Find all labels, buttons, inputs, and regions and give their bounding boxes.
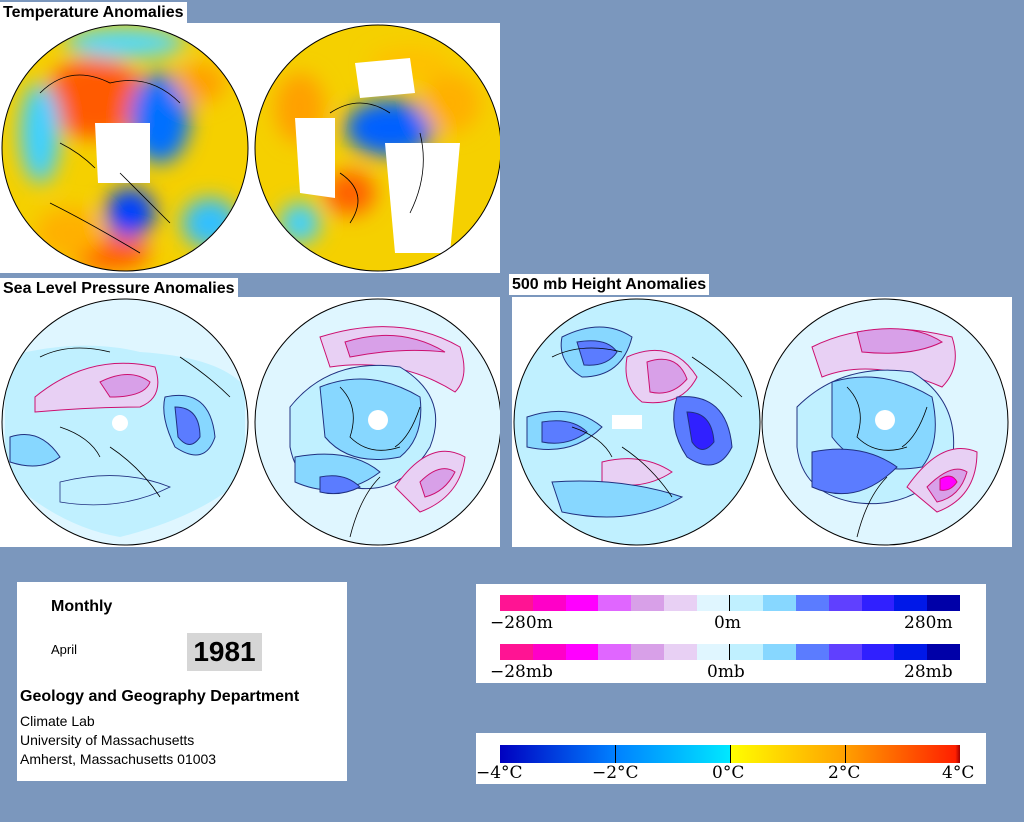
colorbar-swatch — [861, 595, 895, 611]
pressure-mid-label: 0mb — [707, 662, 745, 682]
colorbar-swatch — [828, 595, 862, 611]
colorbar-swatch — [565, 595, 599, 611]
pressure-colorbar — [500, 644, 960, 660]
height-min-label: −280m — [490, 613, 553, 633]
colorbar-swatch — [927, 595, 960, 611]
temperature-anomalies-title: Temperature Anomalies — [0, 2, 187, 23]
department-label: Geology and Geography Department — [20, 688, 300, 705]
pressure-map-south — [254, 298, 500, 546]
height-map-south — [761, 298, 1009, 546]
year-label: 1981 — [187, 633, 262, 671]
height-pressure-legend: −280m 0m 280m −28mb 0mb 28mb — [476, 584, 986, 683]
sea-level-pressure-maps-panel — [0, 297, 500, 547]
temperature-legend: −4°C −2°C 0°C 2°C 4°C — [476, 733, 986, 784]
height-maps-panel — [512, 297, 1012, 547]
height-mid-label: 0m — [714, 613, 741, 633]
colorbar-swatch — [696, 595, 731, 611]
temp-label-4: 4°C — [942, 763, 975, 783]
colorbar-swatch — [861, 644, 895, 660]
colorbar-swatch — [598, 644, 632, 660]
colorbar-swatch — [730, 644, 764, 660]
height-anomalies-title: 500 mb Height Anomalies — [509, 274, 710, 295]
info-box: Monthly April 1981 Geology and Geography… — [17, 582, 347, 781]
temp-label-neg2: −2°C — [592, 763, 639, 783]
height-map-north — [513, 298, 761, 546]
colorbar-swatch — [532, 644, 566, 660]
pressure-min-label: −28mb — [490, 662, 553, 682]
temp-label-2: 2°C — [828, 763, 861, 783]
pressure-max-label: 28mb — [904, 662, 953, 682]
colorbar-swatch — [796, 644, 829, 660]
university-label: University of Massachusetts — [20, 732, 195, 748]
temp-label-0: 0°C — [712, 763, 745, 783]
temperature-maps-panel — [0, 23, 500, 273]
colorbar-swatch — [796, 595, 829, 611]
address-label: Amherst, Massachusetts 01003 — [20, 751, 217, 767]
height-colorbar — [500, 595, 960, 611]
colorbar-swatch — [696, 644, 731, 660]
colorbar-swatch — [663, 644, 697, 660]
colorbar-swatch — [663, 595, 697, 611]
colorbar-swatch — [532, 595, 566, 611]
height-max-label: 280m — [904, 613, 953, 633]
colorbar-swatch — [894, 644, 928, 660]
colorbar-swatch — [500, 595, 533, 611]
colorbar-swatch — [631, 595, 664, 611]
temperature-map-north — [1, 24, 249, 272]
colorbar-swatch — [763, 595, 797, 611]
colorbar-swatch — [500, 644, 533, 660]
colorbar-swatch — [565, 644, 599, 660]
temperature-map-south — [254, 24, 500, 272]
sea-level-pressure-title: Sea Level Pressure Anomalies — [0, 278, 238, 299]
colorbar-swatch — [894, 595, 928, 611]
pressure-map-north — [1, 298, 249, 546]
colorbar-swatch — [763, 644, 797, 660]
colorbar-swatch — [598, 595, 632, 611]
temp-label-neg4: −4°C — [476, 763, 523, 783]
period-label: Monthly — [51, 598, 113, 615]
colorbar-swatch — [927, 644, 960, 660]
colorbar-swatch — [828, 644, 862, 660]
colorbar-swatch — [730, 595, 764, 611]
month-label: April — [51, 642, 78, 657]
lab-label: Climate Lab — [20, 713, 95, 729]
temperature-colorbar — [500, 745, 960, 763]
colorbar-swatch — [631, 644, 664, 660]
